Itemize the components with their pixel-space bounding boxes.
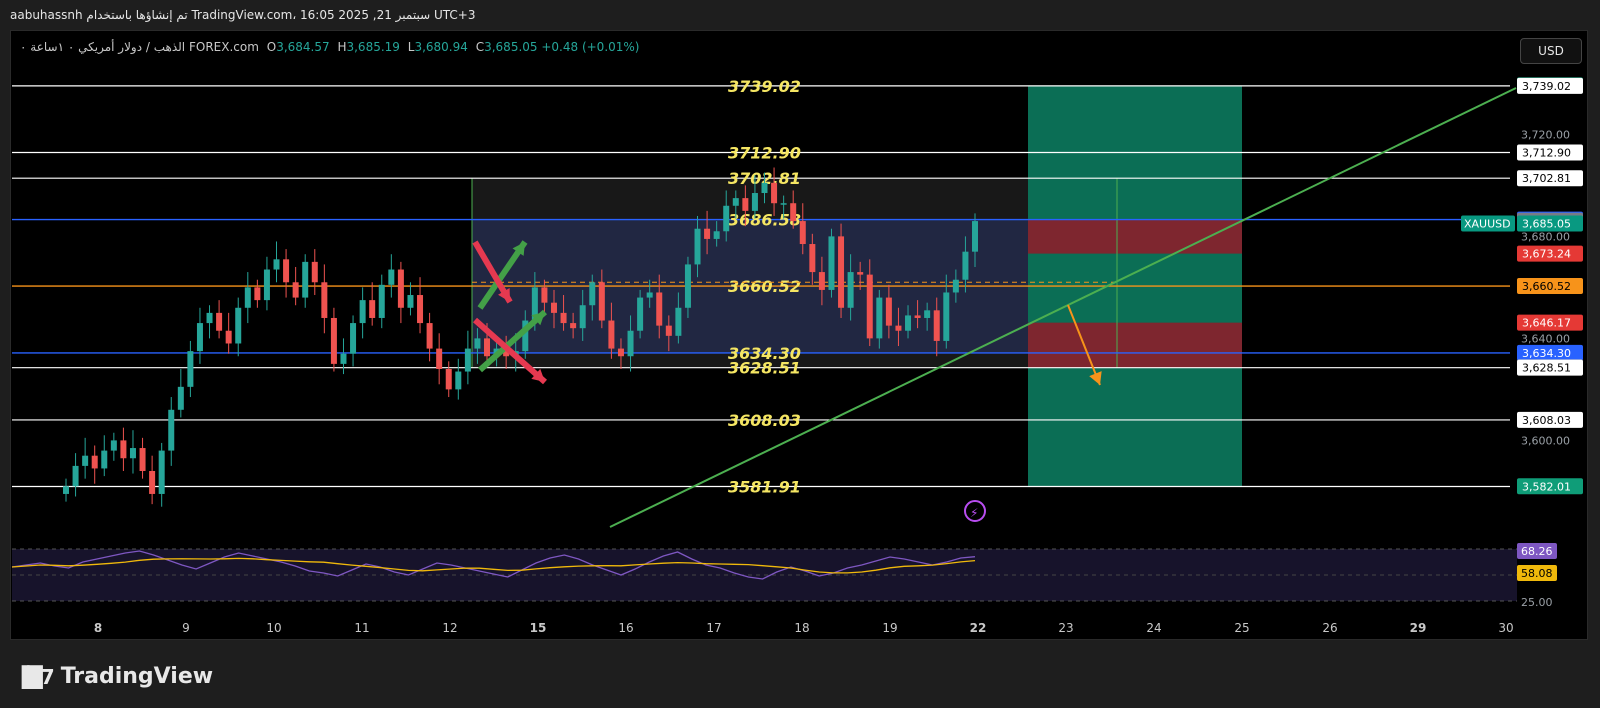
- tradingview-brand-text: TradingView: [60, 664, 214, 689]
- open-value: 3,684.57: [276, 40, 330, 54]
- chart-frame[interactable]: [10, 30, 1588, 640]
- tradingview-logo: ▐█7 TradingView: [14, 664, 213, 689]
- symbol-title: الذهب / دولار أمريكي ۰ ١ساعة ۰ FOREX.com: [20, 40, 259, 54]
- high-value: 3,685.19: [346, 40, 400, 54]
- chart-attribution: aabuhassnh تم إنشاؤها باستخدام TradingVi…: [10, 8, 476, 22]
- close-label: C: [475, 40, 485, 54]
- symbol-legend: الذهب / دولار أمريكي ۰ ١ساعة ۰ FOREX.com…: [20, 40, 640, 54]
- currency-button[interactable]: USD: [1520, 38, 1582, 64]
- close-value: 3,685.05: [484, 40, 538, 54]
- tradingview-mark-icon: ▐█7: [14, 664, 55, 689]
- open-label: O: [266, 40, 277, 54]
- low-value: 3,680.94: [414, 40, 468, 54]
- high-label: H: [337, 40, 347, 54]
- change-value: +0.48 (+0.01%): [541, 40, 640, 54]
- low-label: L: [407, 40, 415, 54]
